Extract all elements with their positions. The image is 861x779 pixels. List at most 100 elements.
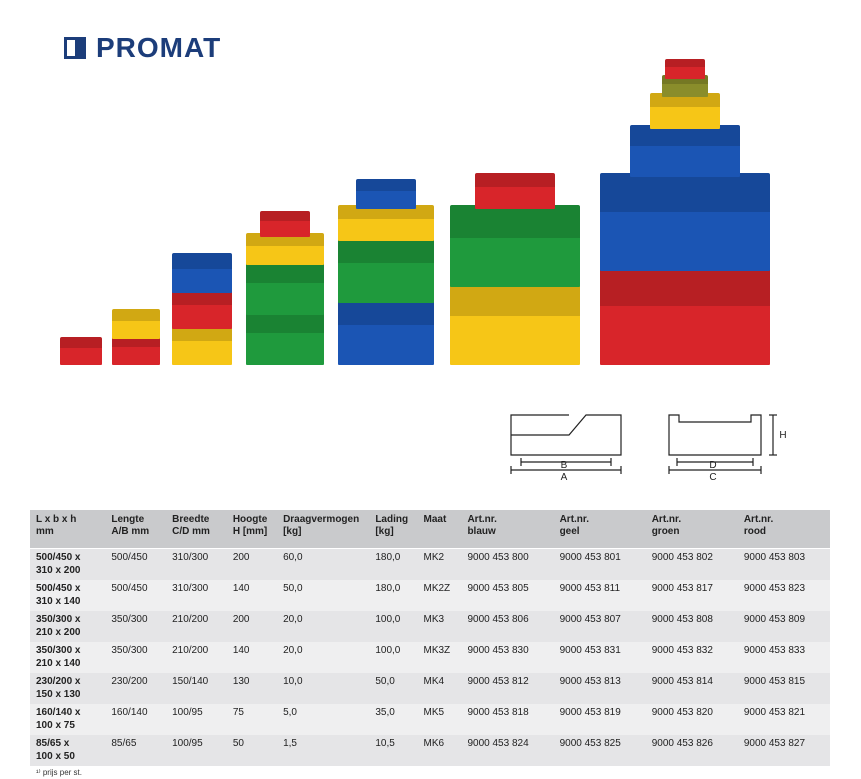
bin [338, 237, 434, 303]
cell: 500/450 x310 x 140 [30, 580, 105, 611]
bin [450, 283, 580, 365]
cell: 9000 453 806 [461, 611, 553, 642]
cell: 9000 453 824 [461, 735, 553, 766]
diagram-svg: B A D C H [491, 400, 811, 500]
table-footnote: ¹⁾ prijs per st. [30, 766, 830, 779]
cell: 9000 453 827 [738, 735, 830, 766]
cell: 9000 453 811 [554, 580, 646, 611]
cell: MK2Z [417, 580, 461, 611]
cell: 9000 453 807 [554, 611, 646, 642]
cell: 150/140 [166, 673, 227, 704]
cell: 10,0 [277, 673, 369, 704]
cell: 9000 453 800 [461, 549, 553, 581]
cell: 160/140 x100 x 75 [30, 704, 105, 735]
cell: 9000 453 801 [554, 549, 646, 581]
logo-mark-icon [64, 37, 86, 59]
cell: 85/65 x100 x 50 [30, 735, 105, 766]
brand-logo: PROMAT [64, 32, 221, 64]
cell: 50 [227, 735, 277, 766]
col-art_r: Art.nr.rood [738, 510, 830, 549]
cell: 210/200 [166, 611, 227, 642]
cell: MK2 [417, 549, 461, 581]
cell: 100/95 [166, 735, 227, 766]
cell: 75 [227, 704, 277, 735]
cell: MK3 [417, 611, 461, 642]
cell: 9000 453 814 [646, 673, 738, 704]
bin [630, 125, 740, 177]
label-H: H [779, 430, 786, 441]
cell: MK5 [417, 704, 461, 735]
cell: 350/300 x210 x 140 [30, 642, 105, 673]
label-C: C [709, 472, 716, 483]
cell: 35,0 [369, 704, 417, 735]
cell: MK4 [417, 673, 461, 704]
cell: MK6 [417, 735, 461, 766]
bin [246, 261, 324, 315]
cell: 500/450 [105, 549, 166, 581]
cell: 230/200 [105, 673, 166, 704]
brand-name: PROMAT [96, 32, 221, 64]
cell: 1,5 [277, 735, 369, 766]
cell: 9000 453 802 [646, 549, 738, 581]
bin [665, 59, 705, 79]
col-cap: Draagvermogen[kg] [277, 510, 369, 549]
cell: 230/200 x150 x 130 [30, 673, 105, 704]
cell: 350/300 [105, 642, 166, 673]
label-A: A [561, 472, 568, 483]
cell: 9000 453 815 [738, 673, 830, 704]
bin [172, 253, 232, 293]
col-art_g: Art.nr.groen [646, 510, 738, 549]
bin [112, 309, 160, 339]
cell: 9000 453 831 [554, 642, 646, 673]
bin [246, 233, 324, 265]
cell: 9000 453 808 [646, 611, 738, 642]
cell: 9000 453 821 [738, 704, 830, 735]
table-row: 350/300 x210 x 140350/300210/20014020,01… [30, 642, 830, 673]
cell: 310/300 [166, 549, 227, 581]
cell: 5,0 [277, 704, 369, 735]
bin [60, 337, 102, 365]
bin [600, 173, 770, 271]
cell: 9000 453 817 [646, 580, 738, 611]
cell: 9000 453 820 [646, 704, 738, 735]
col-len: LengteA/B mm [105, 510, 166, 549]
cell: 350/300 x210 x 200 [30, 611, 105, 642]
cell: 9000 453 819 [554, 704, 646, 735]
cell: 60,0 [277, 549, 369, 581]
cell: MK3Z [417, 642, 461, 673]
dimension-diagrams: B A D C H [491, 400, 811, 500]
cell: 160/140 [105, 704, 166, 735]
cell: 500/450 [105, 580, 166, 611]
bin [475, 173, 555, 209]
label-D: D [709, 460, 716, 471]
bin [338, 299, 434, 365]
bin [600, 267, 770, 365]
table-row: 350/300 x210 x 200350/300210/20020020,01… [30, 611, 830, 642]
table-row: 500/450 x310 x 140500/450310/30014050,01… [30, 580, 830, 611]
table-row: 230/200 x150 x 130230/200150/14013010,05… [30, 673, 830, 704]
cell: 310/300 [166, 580, 227, 611]
cell: 9000 453 823 [738, 580, 830, 611]
cell: 130 [227, 673, 277, 704]
col-art_b: Art.nr.blauw [461, 510, 553, 549]
cell: 100/95 [166, 704, 227, 735]
col-dim: L x b x hmm [30, 510, 105, 549]
cell: 9000 453 832 [646, 642, 738, 673]
cell: 20,0 [277, 611, 369, 642]
col-art_y: Art.nr.geel [554, 510, 646, 549]
cell: 9000 453 826 [646, 735, 738, 766]
cell: 9000 453 830 [461, 642, 553, 673]
page: PROMAT B A D C H L x b x hmmLeng [0, 0, 861, 739]
cell: 140 [227, 580, 277, 611]
cell: 200 [227, 611, 277, 642]
product-photo [60, 75, 800, 365]
table-row: 160/140 x100 x 75160/140100/95755,035,0M… [30, 704, 830, 735]
cell: 9000 453 812 [461, 673, 553, 704]
cell: 10,5 [369, 735, 417, 766]
cell: 350/300 [105, 611, 166, 642]
bin [650, 93, 720, 129]
cell: 180,0 [369, 580, 417, 611]
cell: 210/200 [166, 642, 227, 673]
cell: 50,0 [369, 673, 417, 704]
cell: 9000 453 809 [738, 611, 830, 642]
